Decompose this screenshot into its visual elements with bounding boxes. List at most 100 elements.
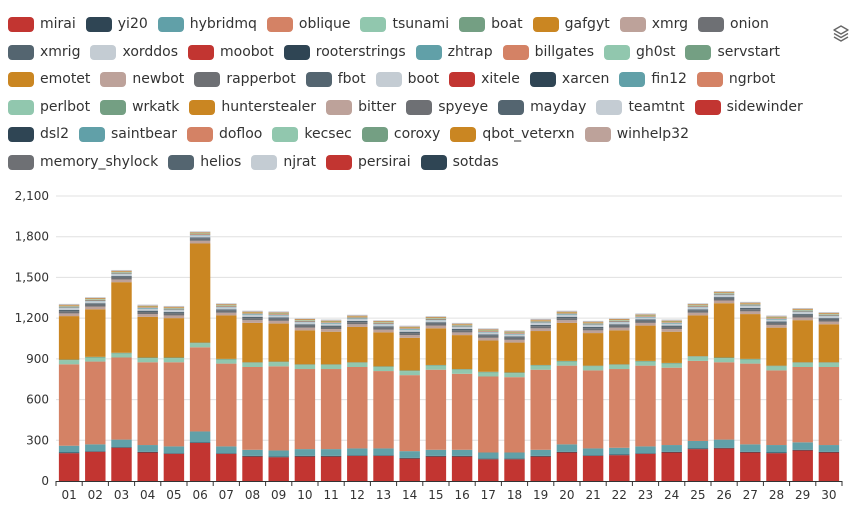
bar-segment-newbot[interactable] <box>111 270 132 272</box>
bar-segment-xmrig[interactable] <box>373 326 394 328</box>
bar-segment-mirai[interactable] <box>661 452 682 482</box>
bar-segment-yi20[interactable] <box>111 447 132 448</box>
bar-segment-mirai[interactable] <box>451 456 473 481</box>
bar-segment-tsunami[interactable] <box>504 373 525 378</box>
legend-item-qbot-veterxn[interactable]: qbot_veterxn <box>450 125 575 143</box>
bar-segment-xmrg[interactable] <box>399 335 420 338</box>
legend-item-fin12[interactable]: fin12 <box>619 70 687 88</box>
bar-segment-boat[interactable] <box>740 358 761 360</box>
bar-segment-gh0st[interactable] <box>713 293 735 294</box>
bar-segment-billgates[interactable] <box>451 325 473 327</box>
bar-segment-yi20[interactable] <box>216 453 237 454</box>
bar-segment-onion[interactable] <box>661 326 682 329</box>
bar-segment-zhtrap[interactable] <box>268 314 289 316</box>
bar-segment-billgates[interactable] <box>111 272 132 274</box>
legend-item-onion[interactable]: onion <box>698 15 769 33</box>
bar-segment-yi20[interactable] <box>713 447 735 449</box>
bar-segment-gafgyt[interactable] <box>216 315 237 359</box>
bar-segment-billgates[interactable] <box>425 318 447 320</box>
bar-segment-xorddos[interactable] <box>137 308 158 311</box>
bar-segment-tsunami[interactable] <box>713 358 735 363</box>
bar-segment-newbot[interactable] <box>766 316 787 317</box>
bar-segment-xmrg[interactable] <box>58 313 80 317</box>
bar-segment-tsunami[interactable] <box>268 362 289 367</box>
bar-segment-newbot[interactable] <box>635 314 656 315</box>
bar-segment-zhtrap[interactable] <box>137 307 158 309</box>
bar-segment-oblique[interactable] <box>268 366 289 451</box>
bar-segment-hybridmq[interactable] <box>189 431 211 443</box>
bar-segment-yi20[interactable] <box>582 455 604 456</box>
bar-segment-mirai[interactable] <box>189 443 211 481</box>
legend-item-njrat[interactable]: njrat <box>251 153 316 171</box>
bar-segment-newbot[interactable] <box>661 320 682 321</box>
bar-segment-xmrg[interactable] <box>347 324 368 327</box>
bar-segment-oblique[interactable] <box>242 367 263 450</box>
bar-segment-xmrig[interactable] <box>189 237 211 239</box>
bar-segment-xmrig[interactable] <box>137 310 158 313</box>
bar-segment-oblique[interactable] <box>373 371 394 449</box>
bar-segment-zhtrap[interactable] <box>792 311 813 313</box>
bar-segment-billgates[interactable] <box>399 328 420 329</box>
bar-segment-onion[interactable] <box>399 333 420 336</box>
bar-segment-onion[interactable] <box>635 320 656 323</box>
bar-segment-yi20[interactable] <box>687 448 709 450</box>
bar-segment-xorddos[interactable] <box>818 316 840 319</box>
bar-segment-yi20[interactable] <box>556 451 578 453</box>
bar-segment-boot[interactable] <box>818 312 840 313</box>
bar-segment-yi20[interactable] <box>740 451 761 453</box>
bar-segment-gh0st[interactable] <box>504 332 525 334</box>
bar-segment-boot[interactable] <box>347 314 368 316</box>
bar-segment-xmrig[interactable] <box>504 336 525 338</box>
bar-segment-newbot[interactable] <box>687 303 709 305</box>
legend-item-memory-shylock[interactable]: memory_shylock <box>8 153 158 171</box>
bar-segment-newbot[interactable] <box>189 231 211 233</box>
bar-segment-onion[interactable] <box>425 323 447 326</box>
bar-segment-billgates[interactable] <box>478 331 499 332</box>
bar-segment-xmrig[interactable] <box>242 316 263 319</box>
bar-segment-onion[interactable] <box>713 298 735 301</box>
bar-segment-oblique[interactable] <box>294 369 316 450</box>
bar-segment-newbot[interactable] <box>347 315 368 317</box>
bar-segment-zhtrap[interactable] <box>609 321 630 323</box>
bar-segment-tsunami[interactable] <box>582 366 604 371</box>
bar-segment-emotet[interactable] <box>373 321 394 323</box>
bar-segment-xorddos[interactable] <box>399 329 420 332</box>
bar-segment-xmrig[interactable] <box>530 324 551 327</box>
bar-segment-hybridmq[interactable] <box>294 449 316 456</box>
bar-segment-gh0st[interactable] <box>242 312 263 314</box>
bar-segment-boot[interactable] <box>242 310 263 312</box>
bar-segment-zhtrap[interactable] <box>399 329 420 330</box>
bar-segment-boot[interactable] <box>216 303 237 304</box>
bar-segment-zhtrap[interactable] <box>740 305 761 306</box>
legend-item-rapperbot[interactable]: rapperbot <box>194 70 296 88</box>
bar-segment-billgates[interactable] <box>373 322 394 324</box>
bar-segment-hybridmq[interactable] <box>818 445 840 452</box>
bar-segment-oblique[interactable] <box>189 347 211 432</box>
bar-segment-mirai[interactable] <box>320 456 342 481</box>
bar-segment-zhtrap[interactable] <box>242 314 263 315</box>
bar-segment-boot[interactable] <box>582 320 604 322</box>
bar-segment-boot[interactable] <box>530 318 551 320</box>
bar-segment-tsunami[interactable] <box>635 361 656 366</box>
bar-segment-newbot[interactable] <box>399 326 420 327</box>
bar-segment-xorddos[interactable] <box>189 235 211 238</box>
bar-segment-gh0st[interactable] <box>792 310 813 311</box>
bar-segment-yi20[interactable] <box>504 458 525 460</box>
bar-segment-xorddos[interactable] <box>766 319 787 322</box>
bar-segment-zhtrap[interactable] <box>766 318 787 320</box>
bar-segment-xmrig[interactable] <box>478 334 499 336</box>
legend-item-bitter[interactable]: bitter <box>326 98 396 116</box>
bar-segment-billgates[interactable] <box>713 293 735 295</box>
bar-segment-mirai[interactable] <box>818 452 840 482</box>
bar-segment-yi20[interactable] <box>478 458 499 460</box>
bar-segment-zhtrap[interactable] <box>478 331 499 333</box>
legend-item-gafgyt[interactable]: gafgyt <box>532 15 610 33</box>
bar-segment-gh0st[interactable] <box>320 321 342 323</box>
bar-segment-hybridmq[interactable] <box>85 444 106 452</box>
bar-segment-hybridmq[interactable] <box>661 445 682 452</box>
legend-item-boat[interactable]: boat <box>459 15 523 33</box>
bar-segment-xorddos[interactable] <box>635 317 656 320</box>
bar-segment-billgates[interactable] <box>242 313 263 315</box>
bar-segment-xorddos[interactable] <box>713 295 735 298</box>
bar-segment-hybridmq[interactable] <box>530 449 551 456</box>
